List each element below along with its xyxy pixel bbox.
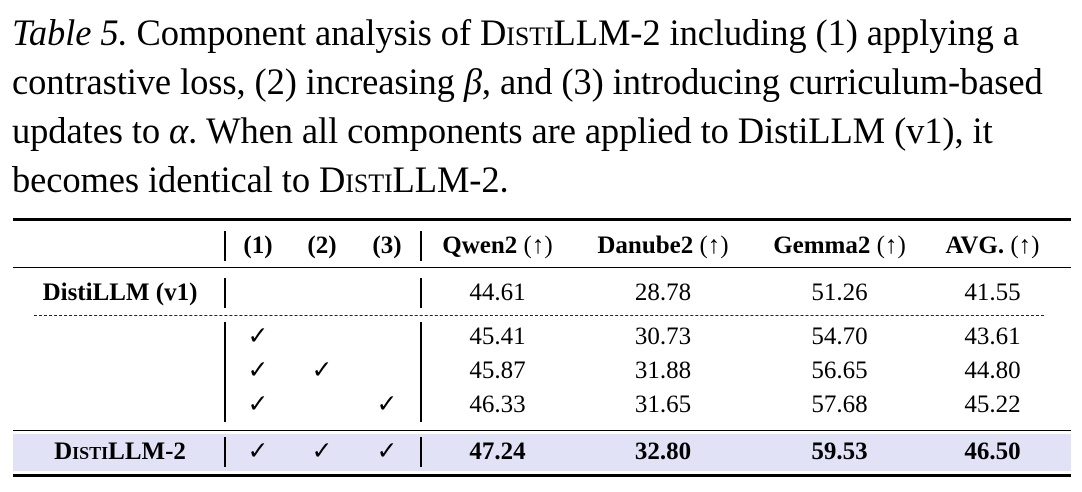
vline-left-baseline [224,278,226,308]
final-danube2: 32.80 [634,438,692,465]
caption-text-3: , and (3) introducing curriculum-based u… [12,61,1043,151]
ablation-3-qwen2: 46.33 [469,391,526,418]
check-icon: ✓ [247,323,269,350]
vline-right-baseline [420,278,422,308]
final-row-highlight [13,434,1071,471]
header-col-2: (2) [307,232,337,259]
header-avg-label: AVG. [945,232,1005,259]
ablation-2-danube2: 31.88 [634,357,692,384]
vline-left-ablation [224,322,226,422]
caption-alpha-symbol: α [169,110,189,151]
up-arrow-icon: (↑) [1010,232,1040,259]
header-avg: AVG. (↑) [930,231,1055,261]
check-icon: ✓ [247,357,269,384]
check-icon: ✓ [247,438,269,465]
caption-method-name-1: DistiLLM-2 [480,12,661,53]
vline-right-header [420,231,422,261]
header-col-3: (3) [372,232,402,259]
header-rule [13,267,1071,269]
header-gemma2: Gemma2 (↑) [757,231,922,261]
ablation-3-gemma2: 57.68 [811,391,868,418]
bottom-rule [13,474,1071,477]
table-caption: Table 5. Component analysis of DistiLLM-… [12,8,1072,204]
ablation-2-qwen2: 45.87 [469,357,526,384]
caption-beta-symbol: β [463,61,482,102]
final-avg: 46.50 [964,438,1021,465]
ablation-2-avg: 44.80 [964,357,1021,384]
vline-right-ablation [420,322,422,422]
check-icon: ✓ [376,438,398,465]
caption-method-name-2: DistiLLM-2 [319,159,500,200]
header-qwen2-label: Qwen2 [442,232,518,259]
ablation-1-qwen2: 45.41 [469,323,526,350]
up-arrow-icon: (↑) [523,232,553,259]
check-icon: ✓ [311,357,333,384]
final-gemma2: 59.53 [811,438,868,465]
header-qwen2: Qwen2 (↑) [425,231,570,261]
up-arrow-icon: (↑) [699,232,729,259]
header-danube2: Danube2 (↑) [578,231,748,261]
check-icon: ✓ [376,391,398,418]
baseline-gemma2: 51.26 [811,279,868,306]
ablation-2-gemma2: 56.65 [811,357,868,384]
caption-text-2: including (1) applying a contrastive los… [12,12,1019,102]
check-icon: ✓ [247,391,269,418]
ablation-1-gemma2: 54.70 [811,323,868,350]
dashed-separator [34,315,1044,316]
final-qwen2: 47.24 [469,438,526,465]
ablation-3-avg: 45.22 [964,391,1021,418]
final-label: DistiLLM-2 [54,438,186,465]
top-rule [13,218,1071,221]
header-col-1: (1) [243,232,273,259]
vline-right-final [420,437,422,467]
header-danube2-label: Danube2 [597,232,694,259]
ablation-1-danube2: 30.73 [634,323,692,350]
header-gemma2-label: Gemma2 [773,232,871,259]
vline-left-final [224,437,226,467]
check-icon: ✓ [311,438,333,465]
caption-text-1: Component analysis of [127,12,481,53]
up-arrow-icon: (↑) [876,232,906,259]
baseline-label: DistiLLM (v1) [42,279,198,306]
final-top-rule [13,430,1071,432]
vline-left-header [224,231,226,261]
ablation-1-avg: 43.61 [964,323,1021,350]
caption-text-5: . [499,159,509,200]
caption-text-4: . When all components are applied to Dis… [12,110,993,200]
ablation-3-danube2: 31.65 [634,391,692,418]
baseline-danube2: 28.78 [634,279,692,306]
caption-label: Table 5. [12,12,128,53]
baseline-qwen2: 44.61 [469,279,526,306]
baseline-avg: 41.55 [964,279,1021,306]
